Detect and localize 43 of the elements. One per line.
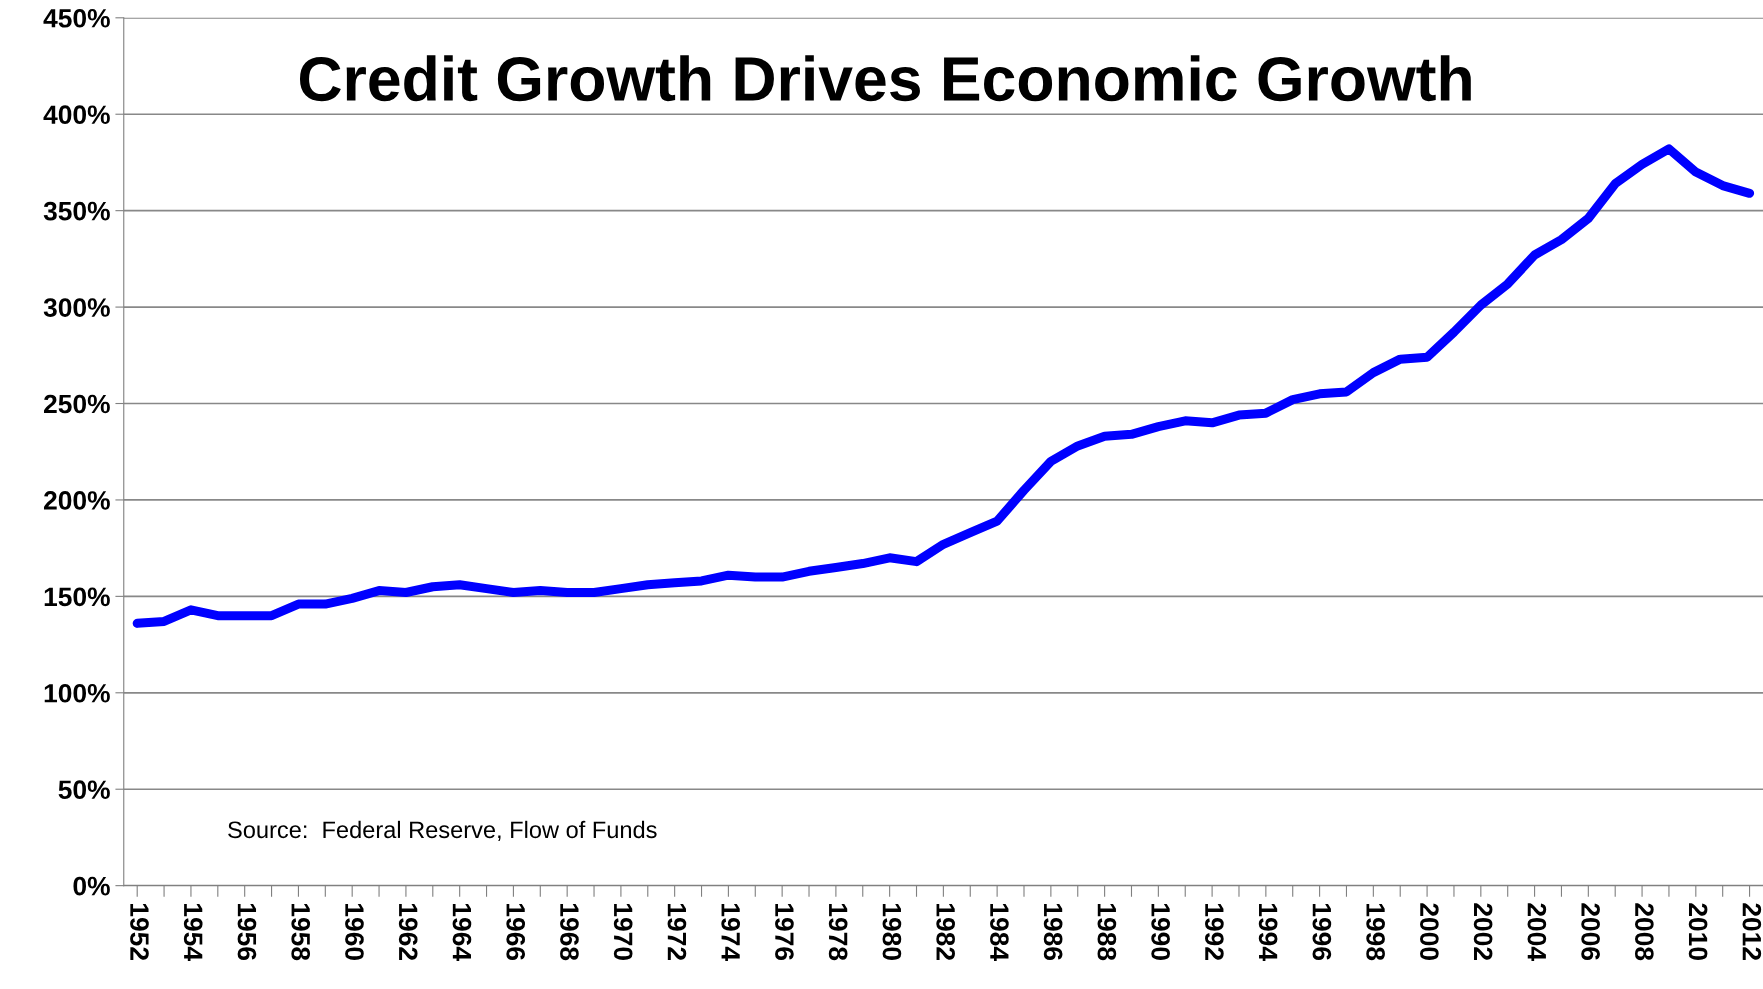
x-tick-label: 1996 [1312,903,1332,961]
x-tick-label: 1980 [882,903,902,960]
x-tick-label: 1958 [291,903,311,961]
x-tick-label: 1974 [721,903,740,961]
x-tick-label: 1982 [936,903,955,960]
y-tick-label: 150% [44,587,110,607]
x-tick-label: 1972 [667,903,687,960]
x-tick-label: 1968 [560,903,579,961]
x-tick-label: 2012 [1742,903,1762,960]
chart-title: Credit Growth Drives Economic Growth [299,55,1471,102]
x-tick-label: 1990 [1151,903,1170,960]
x-tick-label: 1962 [398,903,418,960]
x-tick-label: 1964 [452,903,472,961]
y-tick-label: 300% [43,298,110,317]
y-tick-label: 0% [73,876,110,896]
y-tick-label: 350% [43,201,110,221]
y-tick-label: 250% [43,394,110,414]
y-tick-label: 100% [44,683,110,703]
x-tick-label: 1970 [613,903,633,960]
x-tick-label: 1956 [237,903,257,961]
x-tick-label: 2006 [1581,903,1600,961]
x-tick-label: 2004 [1527,903,1547,961]
x-tick-label: 2008 [1634,903,1654,961]
x-tick-label: 1954 [183,903,203,961]
annotation: Source: Federal Reserve, Flow of Funds [228,820,657,841]
x-tick-label: 1960 [345,903,364,960]
y-tick-label: 200% [43,491,110,510]
y-tick-label: 450% [43,8,110,28]
y-tick-label: 400% [43,105,110,125]
x-tick-label: 1994 [1258,903,1278,961]
x-tick-label: 2002 [1473,903,1493,960]
x-tick-label: 1984 [990,903,1009,961]
x-tick-label: 1966 [506,903,526,961]
x-tick-label: 1976 [775,903,794,961]
x-tick-label: 2010 [1688,903,1708,960]
x-tick-label: 1986 [1043,903,1063,961]
x-tick-label: 1998 [1366,903,1385,961]
y-tick-label: 50% [58,780,110,800]
x-tick-label: 2000 [1420,903,1439,960]
x-tick-label: 1992 [1205,903,1224,960]
x-tick-label: 1952 [130,903,149,960]
x-tick-label: 1988 [1097,903,1117,961]
x-tick-label: 1978 [828,903,848,961]
